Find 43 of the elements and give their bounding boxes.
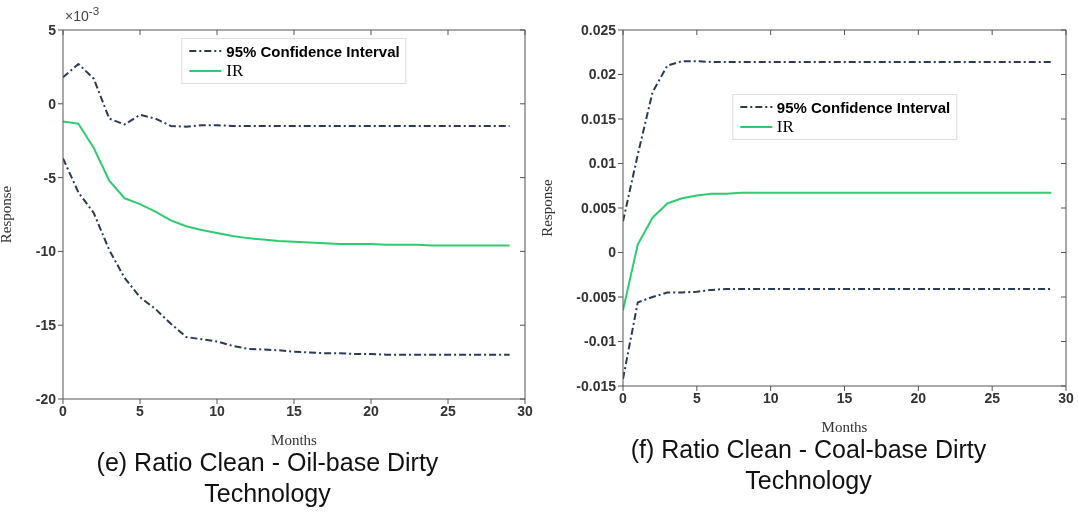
- y-tick-label: 0.01: [588, 155, 617, 172]
- x-tick-label: 15: [836, 389, 853, 406]
- x-tick-label: 25: [440, 402, 456, 419]
- y-tick-label: -5: [43, 169, 57, 186]
- x-tick-label: 5: [692, 389, 701, 406]
- y-tick-label: -0.01: [584, 333, 617, 350]
- legend-label: IR: [776, 117, 794, 138]
- y-tick-label: 0.015: [580, 110, 617, 127]
- x-tick-label: 10: [209, 402, 225, 419]
- y-tick-label: 5: [48, 21, 57, 38]
- y-tick-label: -0.005: [576, 288, 617, 305]
- y-tick-label: -10: [35, 243, 57, 260]
- y-axis-title: Response: [539, 178, 556, 237]
- y-tick-label: 0: [48, 95, 57, 112]
- y-tick-label: 0.025: [580, 21, 617, 38]
- y-axis-title: Response: [0, 185, 15, 244]
- legend-label: IR: [226, 61, 244, 81]
- y-tick-label: 0: [608, 244, 617, 261]
- text: (f) Ratio Clean - Coal-base Dirty Technology: [629, 434, 988, 496]
- x-tick-label: 0: [59, 402, 68, 419]
- x-tick-label: 15: [286, 402, 302, 419]
- x-tick-label: 0: [619, 389, 628, 406]
- y-tick-label: -15: [35, 317, 57, 334]
- text: (e) Ratio Clean - Oil-base Dirty Technology: [95, 447, 440, 509]
- x-axis-title: Months: [271, 432, 318, 448]
- line-series: [63, 62, 511, 128]
- line-series: [63, 157, 511, 356]
- line-series: [63, 120, 511, 247]
- legend-label: 95% Confidence Interval: [776, 98, 951, 116]
- legend-label: 95% Confidence Interval: [226, 42, 400, 60]
- y-tick-label: -0.015: [576, 377, 617, 394]
- x-tick-label: 5: [136, 402, 145, 419]
- y-tick-label: 0.005: [580, 199, 617, 216]
- y-tick-label: 0.02: [588, 66, 617, 83]
- x-axis-title: Months: [821, 419, 868, 435]
- x-tick-label: 20: [363, 402, 379, 419]
- y-tick-label: -20: [35, 390, 57, 407]
- x-tick-label: 20: [910, 389, 927, 406]
- x-tick-label: 25: [984, 389, 1001, 406]
- text: ×10$^{-3}$: [65, 4, 100, 24]
- x-tick-label: 30: [517, 402, 533, 419]
- x-tick-label: 30: [1058, 389, 1074, 406]
- x-tick-label: 10: [762, 389, 779, 406]
